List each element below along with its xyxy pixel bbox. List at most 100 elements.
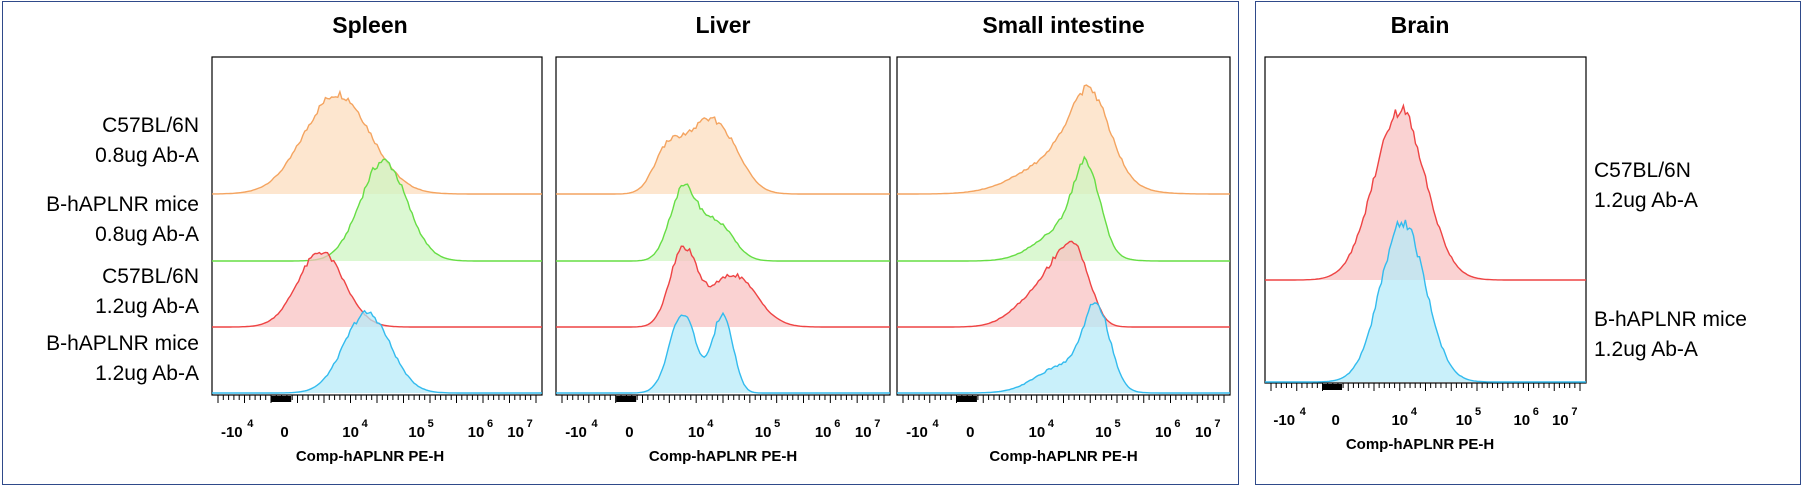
tick-label-2: 10 (1029, 424, 1046, 441)
histogram-line-2-3 (897, 302, 1230, 394)
row-label-line: 1.2ug Ab-A (1594, 189, 1698, 212)
tick-label-exp-4: 6 (1174, 418, 1180, 430)
histogram-line-1-1 (556, 183, 890, 262)
histogram-line-0-0 (212, 89, 542, 195)
tick-label-1: 0 (280, 424, 288, 441)
panel-title-brain: Brain (1390, 12, 1450, 38)
row-label-bhaplnr-08: B-hAPLNR mice 0.8ug Ab-A (46, 190, 199, 250)
histogram-fill-2-2 (897, 241, 1230, 327)
row-label-line: C57BL/6N (102, 114, 199, 137)
panel-title-small-intestine: Small intestine (982, 12, 1145, 38)
xlabel-liver: Comp-hAPLNR PE-H (648, 448, 798, 465)
row-label-bhaplnr-12: B-hAPLNR mice 1.2ug Ab-A (46, 329, 199, 389)
tick-label-5: 10 (1552, 412, 1569, 429)
histogram-line-0-3 (212, 309, 542, 394)
tick-label-exp-5: 7 (1214, 418, 1220, 430)
histogram-fill-0-1 (212, 159, 542, 261)
xlabel-spleen: Comp-hAPLNR PE-H (295, 448, 445, 465)
panel-title-spleen: Spleen (332, 12, 408, 38)
histogram-line-0-2 (212, 251, 542, 328)
histogram-line-2-2 (897, 240, 1230, 328)
row-label-line: 1.2ug Ab-A (95, 295, 199, 318)
tick-label-4: 10 (1513, 412, 1530, 429)
row-label-c57-08: C57BL/6N 0.8ug Ab-A (95, 111, 199, 171)
row-label-line: 1.2ug Ab-A (1594, 338, 1698, 361)
histogram-fill-3-1 (1265, 219, 1586, 382)
zero-tick-cluster (271, 396, 292, 402)
row-label-line: 0.8ug Ab-A (95, 223, 199, 246)
right-figure-frame (1255, 1, 1801, 485)
row-label-line: B-hAPLNR mice (46, 193, 199, 216)
histogram-fill-1-3 (556, 313, 890, 393)
tick-label-4: 10 (468, 424, 485, 441)
tick-label-exp-2: 4 (362, 418, 369, 430)
tick-label-exp-5: 7 (527, 418, 533, 430)
tick-label-exp-4: 6 (1533, 406, 1539, 418)
tick-label-exp-0: 4 (932, 418, 939, 430)
histogram-line-1-0 (556, 116, 890, 195)
tick-label-5: 10 (507, 424, 524, 441)
tick-label-exp-2: 4 (707, 418, 714, 430)
histogram-fill-2-1 (897, 157, 1230, 261)
tick-label-exp-5: 7 (874, 418, 880, 430)
tick-label-1: 0 (625, 424, 633, 441)
panel-title-liver: Liver (695, 12, 751, 38)
tick-label-exp-5: 7 (1571, 406, 1577, 418)
row-label-line: B-hAPLNR mice (46, 332, 199, 355)
tick-label-0: -10 (221, 424, 243, 441)
histogram-fill-0-3 (212, 310, 542, 393)
row-label-line: B-hAPLNR mice (1594, 308, 1747, 331)
row-label-brain-c57: C57BL/6N 1.2ug Ab-A (1594, 156, 1698, 216)
tick-label-exp-3: 5 (1114, 418, 1120, 430)
row-label-line: C57BL/6N (102, 265, 199, 288)
tick-label-5: 10 (1195, 424, 1212, 441)
histogram-line-0-1 (212, 158, 542, 262)
tick-label-2: 10 (688, 424, 705, 441)
tick-label-3: 10 (1095, 424, 1112, 441)
tick-label-exp-2: 4 (1048, 418, 1055, 430)
tick-label-0: -10 (565, 424, 587, 441)
row-label-line: 0.8ug Ab-A (95, 144, 199, 167)
tick-label-exp-3: 5 (774, 418, 780, 430)
histogram-fill-2-3 (897, 302, 1230, 393)
histogram-fill-0-2 (212, 252, 542, 327)
histogram-fill-1-2 (556, 246, 890, 327)
tick-label-exp-0: 4 (1300, 406, 1307, 418)
tick-label-5: 10 (855, 424, 872, 441)
tick-label-4: 10 (1155, 424, 1172, 441)
histogram-fill-3-0 (1265, 105, 1586, 280)
tick-label-exp-3: 5 (428, 418, 434, 430)
tick-label-3: 10 (755, 424, 772, 441)
tick-label-1: 0 (966, 424, 974, 441)
row-label-line: C57BL/6N (1594, 159, 1691, 182)
tick-label-exp-0: 4 (247, 418, 254, 430)
zero-tick-cluster (956, 396, 977, 402)
row-label-brain-bhaplnr: B-hAPLNR mice 1.2ug Ab-A (1594, 305, 1747, 365)
tick-label-0: -10 (1273, 412, 1295, 429)
zero-tick-cluster (616, 396, 637, 402)
tick-label-4: 10 (815, 424, 832, 441)
xlabel-small-intestine: Comp-hAPLNR PE-H (989, 448, 1138, 465)
row-label-line: 1.2ug Ab-A (95, 362, 199, 385)
tick-label-exp-0: 4 (592, 418, 599, 430)
tick-label-exp-4: 6 (834, 418, 840, 430)
tick-label-3: 10 (408, 424, 425, 441)
row-label-c57-12: C57BL/6N 1.2ug Ab-A (95, 262, 199, 322)
tick-label-0: -10 (906, 424, 928, 441)
histogram-line-3-0 (1265, 103, 1586, 281)
histogram-line-1-3 (556, 311, 890, 394)
tick-label-2: 10 (1391, 412, 1408, 429)
zero-tick-cluster (1322, 384, 1343, 390)
tick-label-2: 10 (342, 424, 359, 441)
xlabel-brain: Comp-hAPLNR PE-H (1345, 436, 1495, 453)
tick-label-1: 0 (1331, 412, 1339, 429)
histogram-fill-1-0 (556, 117, 890, 194)
histogram-line-2-1 (897, 155, 1230, 262)
tick-label-exp-2: 4 (1411, 406, 1418, 418)
histogram-fill-0-0 (212, 91, 542, 194)
left-figure-frame (2, 1, 1239, 485)
tick-label-exp-4: 6 (487, 418, 493, 430)
histogram-line-3-1 (1265, 219, 1586, 383)
histogram-fill-2-0 (897, 85, 1230, 194)
